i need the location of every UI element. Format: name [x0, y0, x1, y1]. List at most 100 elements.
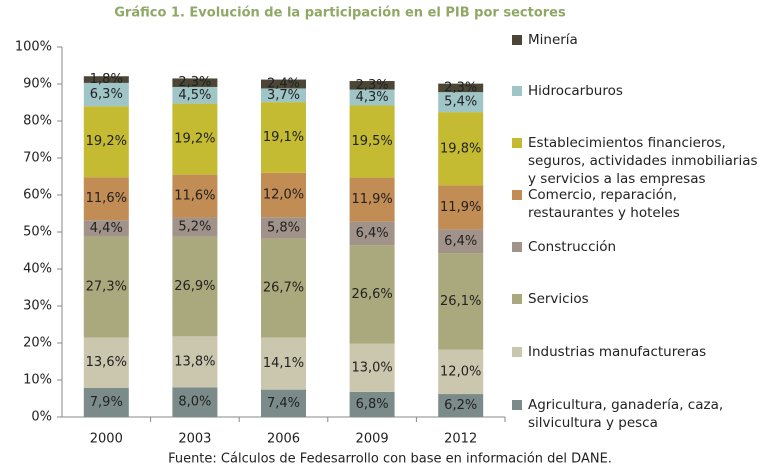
value-label: 5,4%: [444, 95, 477, 110]
y-tick-label: 0%: [31, 410, 52, 425]
bar-segment: [172, 217, 218, 237]
value-label: 2,3%: [444, 80, 477, 95]
bar-segment: [261, 102, 306, 173]
value-label: 6,3%: [90, 87, 123, 102]
legend-label: Servicios: [528, 291, 589, 307]
bar-segment: [261, 172, 306, 218]
bar-segment: [83, 220, 129, 237]
bar-segment: [438, 185, 484, 230]
legend-item: Industrias manufactureras: [512, 343, 762, 361]
bar-segment: [349, 343, 395, 392]
value-label: 26,1%: [440, 294, 481, 309]
bar-segment: [349, 391, 395, 417]
legend-item: Construcción: [512, 238, 762, 256]
value-label: 19,2%: [86, 134, 127, 149]
value-label: 11,9%: [351, 192, 392, 207]
x-tick-label: 2009: [356, 432, 389, 447]
legend-item: Agricultura, ganadería, caza, silvicultu…: [512, 396, 762, 432]
bar-segment: [349, 221, 395, 246]
bar-segment: [349, 89, 395, 106]
bar-segment: [172, 236, 218, 337]
y-tick-label: 90%: [23, 77, 52, 92]
legend-label: Hidrocarburos: [528, 83, 623, 99]
legend-swatch: [512, 190, 522, 200]
bar-segment: [83, 236, 129, 338]
bar-segment: [438, 112, 484, 186]
value-label: 6,4%: [444, 234, 477, 249]
bar-segment: [438, 349, 484, 395]
value-label: 19,2%: [174, 132, 215, 147]
value-label: 4,4%: [90, 221, 123, 236]
bar-segment: [349, 105, 395, 178]
value-label: 19,8%: [440, 141, 481, 156]
legend-label: Establecimientos financieros, seguros, a…: [528, 135, 758, 187]
legend-label: Industrias manufactureras: [528, 344, 707, 360]
y-tick-label: 60%: [23, 188, 52, 203]
value-label: 2,3%: [356, 78, 389, 93]
value-label: 6,8%: [356, 397, 389, 412]
bar-segment: [261, 238, 306, 338]
y-tick-label: 100%: [15, 40, 52, 55]
y-tick-label: 40%: [23, 262, 52, 277]
value-label: 13,6%: [86, 355, 127, 370]
legend-item: Servicios: [512, 290, 762, 308]
bar-segment: [83, 82, 129, 107]
value-label: 7,4%: [267, 396, 300, 411]
value-label: 19,5%: [351, 134, 392, 149]
value-label: 26,7%: [263, 281, 304, 296]
bar-segment: [172, 78, 218, 87]
bar-segment: [438, 83, 484, 93]
legend-label: Comercio, reparación, restaurantes y hot…: [528, 187, 680, 221]
value-label: 8,0%: [178, 395, 211, 410]
value-label: 4,5%: [178, 88, 211, 103]
value-label: 3,7%: [267, 88, 300, 103]
bar-segment: [172, 86, 218, 104]
bar-segment: [261, 217, 306, 239]
bar-segment: [349, 245, 395, 344]
value-label: 27,3%: [86, 279, 127, 294]
bar-segment: [172, 387, 218, 417]
y-tick-label: 70%: [23, 151, 52, 166]
legend-item: Establecimientos financieros, seguros, a…: [512, 134, 762, 188]
bar-segment: [172, 103, 218, 175]
bar-segment: [438, 253, 484, 350]
bar-segment: [83, 177, 129, 221]
legend-swatch: [512, 400, 522, 410]
y-tick-label: 10%: [23, 373, 52, 388]
bar-segment: [172, 336, 218, 388]
y-tick-label: 50%: [23, 225, 52, 240]
x-tick-label: 2003: [178, 432, 211, 447]
legend-swatch: [512, 294, 522, 304]
value-label: 14,1%: [263, 356, 304, 371]
value-label: 19,1%: [263, 130, 304, 145]
legend-swatch: [512, 347, 522, 357]
value-label: 5,2%: [178, 220, 211, 235]
value-label: 12,0%: [263, 188, 304, 203]
value-label: 11,6%: [174, 189, 215, 204]
value-label: 12,0%: [440, 364, 481, 379]
legend-swatch: [512, 35, 522, 45]
value-label: 6,2%: [444, 398, 477, 413]
bar-segment: [438, 394, 484, 417]
y-tick-label: 80%: [23, 114, 52, 129]
value-label: 7,9%: [90, 395, 123, 410]
bar-segment: [261, 88, 306, 103]
x-tick-label: 2006: [267, 432, 300, 447]
value-label: 2,3%: [178, 75, 211, 90]
bar-segment: [261, 337, 306, 390]
legend-item: Comercio, reparación, restaurantes y hot…: [512, 186, 762, 222]
value-label: 6,4%: [356, 226, 389, 241]
value-label: 13,0%: [351, 360, 392, 375]
bar-segment: [172, 174, 218, 218]
bar-segment: [83, 337, 129, 388]
bar-segment: [83, 387, 129, 417]
legend-swatch: [512, 138, 522, 148]
bar-segment: [438, 92, 484, 113]
legend-label: Construcción: [528, 239, 617, 255]
bar-segment: [349, 177, 395, 222]
bar-segment: [261, 79, 306, 89]
bar-segment: [83, 76, 129, 83]
value-label: 13,8%: [174, 354, 215, 369]
value-label: 26,9%: [174, 279, 215, 294]
